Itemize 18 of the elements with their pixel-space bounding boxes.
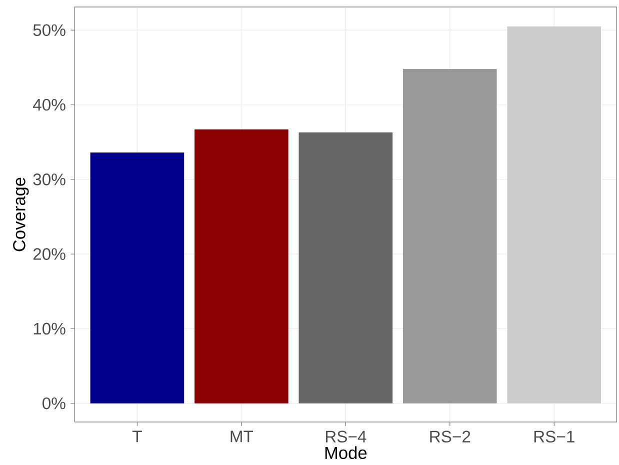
x-axis-title: Mode	[325, 446, 367, 460]
x-tick-label: MT	[230, 430, 254, 442]
bar	[194, 129, 288, 404]
y-tick-label: 30%	[33, 174, 66, 186]
bar	[90, 152, 184, 404]
bar	[402, 68, 497, 404]
x-tick-label: RS−1	[534, 430, 574, 442]
y-tick-label: 40%	[32, 98, 66, 111]
y-tick-label: 20%	[33, 248, 66, 260]
y-tick-label: 0%	[42, 397, 66, 410]
x-tick-label: RS−2	[430, 430, 470, 442]
bar	[507, 26, 602, 404]
y-tick-label: 10%	[34, 322, 66, 335]
y-tick-label: 50%	[33, 24, 66, 36]
bar	[298, 132, 393, 404]
x-tick-label: T	[132, 430, 142, 442]
x-tick-label: RS−4	[326, 430, 366, 442]
y-axis-title: Coverage	[13, 178, 29, 252]
